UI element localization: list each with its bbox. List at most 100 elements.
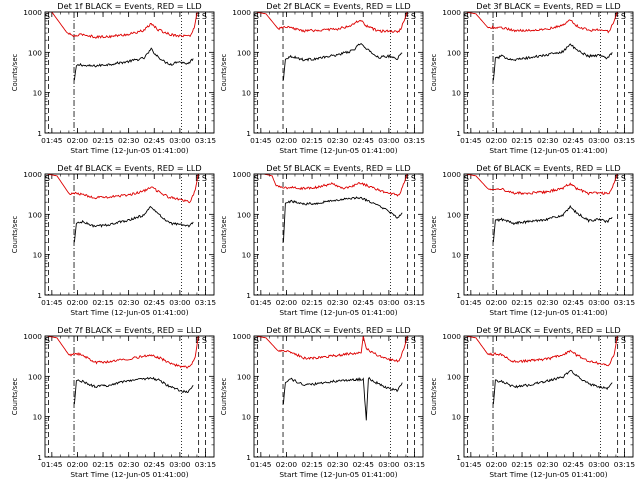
y-tick-label: 100 — [28, 210, 42, 219]
x-tick-label: 03:00 — [169, 136, 191, 145]
series-group — [465, 174, 618, 243]
y-tick-label: 1 — [246, 129, 251, 138]
x-tick-label: 02:15 — [92, 136, 114, 145]
x-axis-label: Start Time (12-Jun-05 01:41:00) — [279, 146, 397, 155]
plot-frame — [463, 335, 634, 458]
y-tick-label: 1 — [456, 453, 461, 462]
x-tick-label: 03:00 — [378, 460, 400, 469]
y-tick-label: 1 — [246, 291, 251, 300]
x-tick-label: 02:45 — [353, 460, 375, 469]
events-series-line — [282, 196, 403, 243]
events-series-line — [73, 205, 194, 243]
events-series-line — [282, 376, 403, 421]
x-tick-label: 02:00 — [486, 136, 508, 145]
y-tick-label: 1000 — [23, 170, 42, 179]
lld-series-line — [255, 174, 408, 197]
panel-6: Det 6f BLACK = Events, RED = LLD Start Ti… — [430, 163, 635, 317]
x-axis-label: Start Time (12-Jun-05 01:41:00) — [489, 470, 607, 479]
x-tick-label: 02:30 — [537, 298, 559, 307]
y-tick-label: 100 — [447, 372, 461, 381]
y-tick-label: 1 — [456, 291, 461, 300]
y-axis-label: Counts/sec — [11, 216, 19, 254]
marker-label: S — [411, 12, 416, 21]
y-tick-label: 10 — [33, 89, 43, 98]
x-tick-label: 02:30 — [118, 298, 140, 307]
plot-frame — [253, 335, 424, 458]
x-tick-label: 01:45 — [460, 460, 482, 469]
x-tick-label: 03:15 — [195, 136, 217, 145]
y-tick-label: 1 — [37, 453, 42, 462]
lld-series-line — [255, 12, 408, 34]
events-series-line — [282, 43, 403, 81]
marker-label: S — [202, 336, 207, 345]
x-tick-label: 02:45 — [144, 298, 166, 307]
plot-frame — [253, 173, 424, 296]
x-tick-label: 02:00 — [276, 298, 298, 307]
y-tick-label: 10 — [33, 251, 43, 260]
x-tick-label: 02:00 — [67, 298, 89, 307]
plot-frame — [44, 11, 215, 134]
chart-title: Det 5f BLACK = Events, RED = LLD — [266, 163, 410, 173]
events-series-line — [492, 204, 613, 243]
y-tick-label: 10 — [452, 251, 462, 260]
panel-1: Det 1f BLACK = Events, RED = LLD Start Ti… — [11, 1, 216, 155]
x-tick-label: 03:15 — [195, 460, 217, 469]
x-tick-label: 03:00 — [588, 298, 610, 307]
marker-label: S — [202, 174, 207, 183]
marker-label: E — [195, 12, 200, 21]
marker-label: S — [254, 12, 259, 21]
x-axis-label: Start Time (12-Jun-05 01:41:00) — [70, 470, 188, 479]
marker-label: E — [404, 12, 409, 21]
marker-label: S — [464, 336, 469, 345]
y-tick-label: 10 — [452, 413, 462, 422]
x-tick-label: 02:15 — [92, 298, 114, 307]
y-tick-label: 100 — [28, 372, 42, 381]
y-tick-label: 10 — [242, 251, 252, 260]
panel-4: Det 4f BLACK = Events, RED = LLD Start Ti… — [11, 163, 216, 317]
y-tick-label: 1000 — [232, 332, 251, 341]
x-axis-label: Start Time (12-Jun-05 01:41:00) — [489, 146, 607, 155]
x-tick-label: 03:00 — [169, 460, 191, 469]
chart-title: Det 2f BLACK = Events, RED = LLD — [266, 1, 410, 11]
plot-frame — [44, 335, 215, 458]
series-group — [46, 336, 199, 405]
y-tick-label: 10 — [242, 89, 252, 98]
x-tick-label: 02:15 — [301, 298, 323, 307]
chart-title: Det 1f BLACK = Events, RED = LLD — [57, 1, 201, 11]
plot-frame — [463, 11, 634, 134]
chart-title: Det 3f BLACK = Events, RED = LLD — [476, 1, 620, 11]
series-group — [465, 336, 618, 405]
events-series-line — [73, 376, 194, 405]
y-tick-label: 100 — [237, 210, 251, 219]
events-series-line — [492, 369, 613, 405]
y-tick-label: 1 — [37, 291, 42, 300]
y-tick-label: 1 — [246, 453, 251, 462]
y-tick-label: 1000 — [442, 8, 461, 17]
lld-series-line — [465, 12, 618, 34]
plot-frame — [44, 173, 215, 296]
x-tick-label: 03:15 — [404, 136, 426, 145]
marker-label: S — [254, 174, 259, 183]
x-tick-label: 02:00 — [67, 136, 89, 145]
chart-title: Det 7f BLACK = Events, RED = LLD — [57, 325, 201, 335]
marker-label: E — [404, 174, 409, 183]
x-axis-label: Start Time (12-Jun-05 01:41:00) — [279, 470, 397, 479]
lld-series-line — [465, 336, 618, 367]
x-tick-label: 03:00 — [378, 136, 400, 145]
x-tick-label: 02:00 — [486, 460, 508, 469]
marker-label: S — [464, 12, 469, 21]
x-tick-label: 01:45 — [250, 298, 272, 307]
panel-9: Det 9f BLACK = Events, RED = LLD Start Ti… — [430, 325, 635, 479]
y-tick-label: 10 — [33, 413, 43, 422]
y-axis-label: Counts/sec — [430, 378, 438, 416]
x-tick-label: 03:00 — [169, 298, 191, 307]
marker-label: S — [621, 336, 626, 345]
x-tick-label: 03:15 — [404, 460, 426, 469]
x-axis-label: Start Time (12-Jun-05 01:41:00) — [489, 308, 607, 317]
y-axis-label: Counts/sec — [11, 54, 19, 92]
panel-3: Det 3f BLACK = Events, RED = LLD Start Ti… — [430, 1, 635, 155]
y-tick-label: 1000 — [23, 8, 42, 17]
events-series-line — [492, 43, 613, 81]
marker-label: E — [404, 336, 409, 345]
x-tick-label: 03:15 — [614, 460, 636, 469]
